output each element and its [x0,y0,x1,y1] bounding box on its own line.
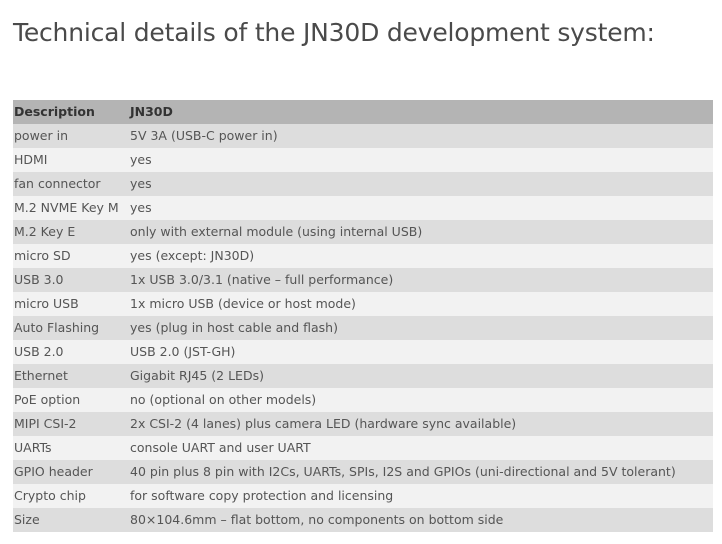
row-label: USB 2.0 [13,340,125,364]
table-row: micro SD yes (except: JN30D) [13,244,713,268]
row-value: 1x micro USB (device or host mode) [125,292,713,316]
row-label: micro SD [13,244,125,268]
row-label: Ethernet [13,364,125,388]
table-row: Size 80×104.6mm – flat bottom, no compone… [13,508,713,532]
table-header-row: Description JN30D [13,100,713,124]
row-value: 5V 3A (USB-C power in) [125,124,713,148]
table-row: Ethernet Gigabit RJ45 (2 LEDs) [13,364,713,388]
row-label: USB 3.0 [13,268,125,292]
header-description: Description [13,100,125,124]
row-value: yes [125,148,713,172]
row-value: USB 2.0 (JST-GH) [125,340,713,364]
table-body: power in 5V 3A (USB-C power in) HDMI yes f… [13,124,713,532]
row-value: no (optional on other models) [125,388,713,412]
row-label: Size [13,508,125,532]
table-row: GPIO header 40 pin plus 8 pin with I2Cs, … [13,460,713,484]
table-row: UARTs console UART and user UART [13,436,713,460]
row-label: M.2 Key E [13,220,125,244]
row-value: for software copy protection and licensi… [125,484,713,508]
row-value: yes (except: JN30D) [125,244,713,268]
table-row: MIPI CSI-2 2x CSI-2 (4 lanes) plus camera… [13,412,713,436]
table-row: USB 2.0 USB 2.0 (JST-GH) [13,340,713,364]
row-label: Auto Flashing [13,316,125,340]
page-title: Technical details of the JN30D developme… [13,18,655,47]
table-row: power in 5V 3A (USB-C power in) [13,124,713,148]
spec-table: Description JN30D power in 5V 3A (USB-C p… [13,100,713,532]
table-row: PoE option no (optional on other models) [13,388,713,412]
row-label: fan connector [13,172,125,196]
row-value: yes [125,172,713,196]
row-value: only with external module (using interna… [125,220,713,244]
row-label: micro USB [13,292,125,316]
row-label: M.2 NVME Key M [13,196,125,220]
row-value: 2x CSI-2 (4 lanes) plus camera LED (hard… [125,412,713,436]
table-row: Auto Flashing yes (plug in host cable and… [13,316,713,340]
row-label: MIPI CSI-2 [13,412,125,436]
table-row: USB 3.0 1x USB 3.0/3.1 (native – full per… [13,268,713,292]
row-label: PoE option [13,388,125,412]
table-row: HDMI yes [13,148,713,172]
table-row: Crypto chip for software copy protection … [13,484,713,508]
table-row: micro USB 1x micro USB (device or host mo… [13,292,713,316]
row-value: Gigabit RJ45 (2 LEDs) [125,364,713,388]
row-value: 1x USB 3.0/3.1 (native – full performanc… [125,268,713,292]
table-row: fan connector yes [13,172,713,196]
row-label: power in [13,124,125,148]
header-model: JN30D [125,100,713,124]
row-value: console UART and user UART [125,436,713,460]
row-value: yes (plug in host cable and flash) [125,316,713,340]
row-value: yes [125,196,713,220]
row-value: 40 pin plus 8 pin with I2Cs, UARTs, SPIs… [125,460,713,484]
row-label: Crypto chip [13,484,125,508]
row-value: 80×104.6mm – flat bottom, no components … [125,508,713,532]
row-label: GPIO header [13,460,125,484]
row-label: HDMI [13,148,125,172]
row-label: UARTs [13,436,125,460]
